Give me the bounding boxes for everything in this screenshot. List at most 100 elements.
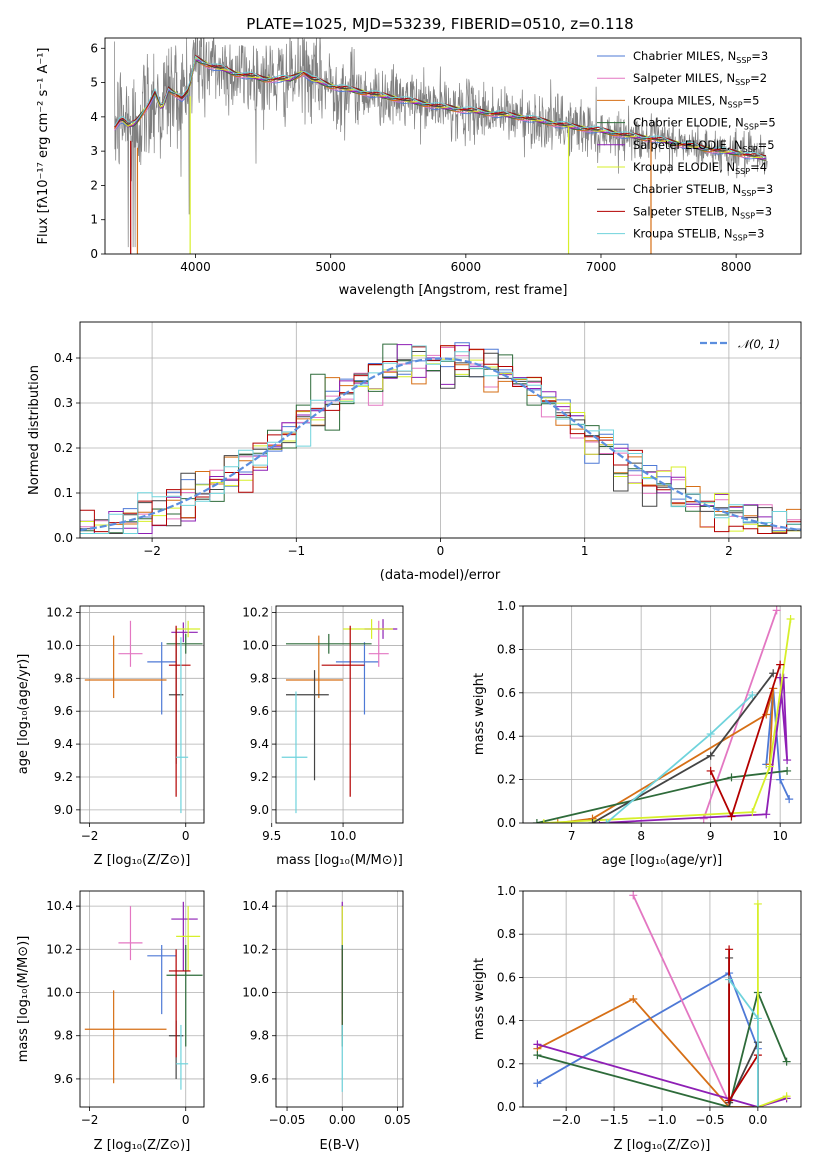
weight-marker-salpeter_miles [772, 606, 781, 615]
y-tick-label: 9.4 [250, 737, 269, 751]
y-tick-label: 0.6 [497, 970, 516, 984]
weight-marker-kroupa_stelib [748, 690, 757, 699]
y-tick-label: 9.6 [54, 704, 73, 718]
weight-marker-kroupa_stelib [753, 1014, 762, 1023]
y-tick-label: 1 [90, 213, 98, 227]
y-tick-label: 2 [90, 178, 98, 192]
y-tick-label: 10.0 [46, 986, 73, 1000]
legend-label-suffix: =3 [748, 227, 765, 241]
y-tick-label: 9.6 [250, 1072, 269, 1086]
y-tick-label: 1.0 [497, 599, 516, 613]
legend-label-suffix: =3 [755, 204, 772, 218]
y-tick-label: 9.6 [54, 1072, 73, 1086]
weight-marker-salpeter_miles [629, 891, 638, 900]
legend-label-sub: SSP [735, 167, 750, 176]
weight-marker-chabrier_elodie [727, 773, 736, 782]
weight-marker-salpeter_elodie [762, 810, 771, 819]
y-tick-label: 9.2 [54, 770, 73, 784]
x-axis-label: Z [log₁₀(Z/Z⊙)] [614, 1138, 711, 1153]
y-axis-label: mass weight [472, 958, 487, 1040]
x-axis-label: age [log₁₀(age/yr)] [602, 853, 723, 868]
y-tick-label: 10.0 [242, 638, 269, 652]
weight-marker-kroupa_stelib [753, 1103, 762, 1107]
panel-age_vs_mass: 9.5 10.0 9.0 9.2 9.4 9.6 9.8 10.0 10.2 mass [log₁… [242, 605, 404, 868]
y-tick-label: 9.2 [250, 770, 269, 784]
legend-label-suffix: =5 [758, 138, 775, 152]
weight-marker-salpeter_stelib [725, 945, 734, 954]
axes-frame [79, 605, 205, 824]
y-tick-label: 0.0 [497, 1100, 516, 1114]
panel-mass_vs_ebv: −0.05 0.00 0.05 9.6 9.8 10.0 10.2 10.4 E(B-V) [242, 890, 411, 1153]
panel-mass_vs_Z: −2 0 9.6 9.8 10.0 10.2 10.4 Z [log₁₀(Z/Z⊙)] mass… [16, 890, 205, 1153]
legend-label-kroupa_elodie: Kroupa ELODIE, NSSP=4 [633, 160, 767, 176]
y-tick-label: 10.4 [46, 899, 73, 913]
x-axis-label: Z [log₁₀(Z/Z⊙)] [94, 853, 191, 868]
weight-line-chabrier_stelib [728, 958, 759, 1107]
x-axis-label: mass [log₁₀(M/M⊙)] [276, 853, 403, 868]
x-tick-label: −2 [81, 1113, 99, 1127]
y-tick-label: 9.0 [54, 803, 73, 817]
y-tick-label: 9.8 [54, 1029, 73, 1043]
histogram-salpeter_stelib [80, 345, 801, 534]
x-tick-label: 6000 [451, 260, 482, 274]
figure-title: PLATE=1025, MJD=53239, FIBERID=0510, z=0… [246, 15, 633, 33]
legend-label-text: Salpeter ELODIE, N [633, 138, 743, 152]
y-axis-label: Flux [fλ10⁻¹⁷ erg cm⁻² s⁻¹ A⁻¹] [36, 48, 51, 245]
x-tick-label: 0.0 [748, 1113, 767, 1127]
legend-label-salpeter_stelib: Salpeter STELIB, NSSP=3 [633, 204, 772, 220]
axes-frame [275, 890, 404, 1108]
legend-label-text: Salpeter STELIB, N [633, 204, 740, 218]
weight-marker-kroupa_elodie [786, 615, 795, 624]
legend-label-text: Kroupa MILES, N [633, 93, 728, 107]
weight-marker-kroupa_elodie [753, 899, 762, 908]
y-tick-label: 0.0 [54, 531, 73, 545]
weight-marker-kroupa_miles [553, 819, 562, 823]
legend-label-text: Salpeter MILES, N [633, 71, 735, 85]
legend-label-sub: SSP [740, 211, 755, 220]
legend-label-sub: SSP [744, 123, 759, 132]
y-tick-label: 10.2 [46, 606, 73, 620]
weight-line-salpeter_miles [632, 894, 730, 1104]
legend-label-kroupa_stelib: Kroupa STELIB, NSSP=3 [633, 227, 764, 243]
weight-line-kroupa_elodie [757, 904, 787, 1107]
x-tick-label: 9 [707, 829, 715, 843]
x-axis-label: wavelength [Angstrom, rest frame] [339, 283, 568, 298]
y-tick-label: 0.2 [497, 1057, 516, 1071]
weight-marker-kroupa_elodie [748, 808, 757, 817]
y-tick-label: 0.4 [54, 351, 73, 365]
weight-marker-chabrier_miles [776, 775, 785, 784]
y-tick-label: 9.8 [250, 1029, 269, 1043]
weight-marker-salpeter_stelib [706, 766, 715, 775]
x-tick-label: 1 [581, 544, 589, 558]
weight-marker-chabrier_stelib [588, 819, 597, 823]
legend-label-text: Chabrier MILES, N [633, 49, 736, 63]
weight-marker-salpeter_elodie [533, 1040, 542, 1049]
histogram-kroupa_stelib [80, 345, 801, 534]
y-tick-label: 10.0 [242, 986, 269, 1000]
x-tick-label: 7 [568, 829, 576, 843]
y-tick-label: 6 [90, 41, 98, 55]
y-axis-label: age [log₁₀(age/yr)] [16, 654, 31, 775]
weight-line-kroupa_miles [557, 688, 775, 823]
weight-marker-chabrier_elodie [532, 819, 541, 823]
panel-weight_vs_age: 7 8 9 10 0.0 0.2 0.4 0.6 0.8 1.0 age [log₁₀(age/yr… [472, 599, 802, 868]
legend-label-suffix: =4 [750, 160, 767, 174]
weight-marker-kroupa_elodie [782, 1092, 791, 1101]
legend-label-salpeter_miles: Salpeter MILES, NSSP=2 [633, 71, 767, 87]
panel-residuals: −2 −1 0 1 2 0.0 0.1 0.2 0.3 0.4 𝒩(0, 1) (data-model… [27, 321, 802, 583]
legend-label-suffix: =2 [750, 71, 767, 85]
x-tick-label: 0 [182, 1113, 190, 1127]
legend-label-text: Chabrier ELODIE, N [633, 116, 744, 130]
weight-marker-kroupa_stelib [725, 975, 734, 984]
weight-marker-chabrier_miles [533, 1079, 542, 1088]
x-tick-label: 0.05 [384, 1113, 411, 1127]
y-tick-label: 0 [90, 247, 98, 261]
y-tick-label: 10.2 [242, 942, 269, 956]
y-tick-label: 0.8 [497, 927, 516, 941]
x-tick-label: −2 [81, 829, 99, 843]
axes-frame [522, 605, 802, 824]
legend-label-chabrier_miles: Chabrier MILES, NSSP=3 [633, 49, 768, 65]
y-tick-label: 0.2 [54, 441, 73, 455]
x-tick-label: −0.5 [695, 1113, 724, 1127]
